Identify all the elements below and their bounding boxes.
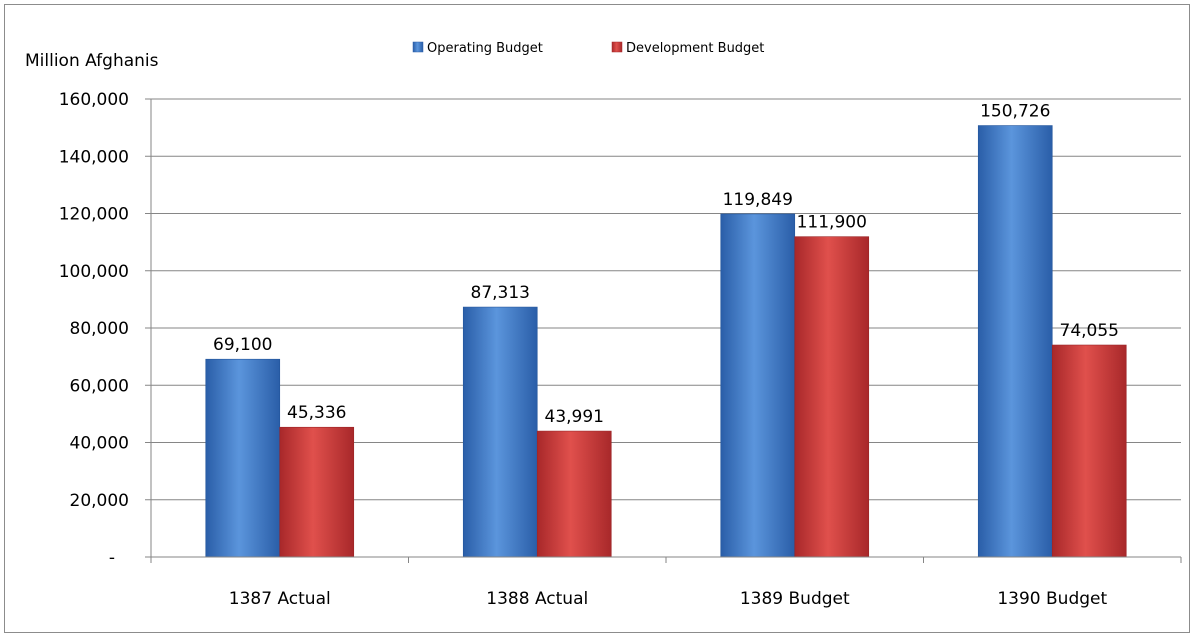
y-tick-label-0: -: [109, 548, 115, 568]
legend-swatch-operating-budget: [412, 41, 424, 53]
bar-operating-budget-1388-actual: [462, 306, 538, 558]
data-label-operating-budget-1389-budget: 119,849: [723, 190, 793, 210]
labels: - 20,000 40,000 60,000 80,000 100,000 120,000 1…: [59, 90, 1119, 609]
x-tick-label-1389-budget: 1389 Budget: [740, 589, 850, 609]
y-tick-label-1: 20,000: [70, 491, 129, 511]
bar-development-budget-1388-actual: [536, 430, 612, 558]
data-label-development-budget-1390-budget: 74,055: [1060, 321, 1119, 341]
y-tick-label-3: 60,000: [70, 376, 129, 396]
y-tick-label-5: 100,000: [59, 262, 129, 282]
bar-development-budget-1387-actual: [279, 426, 355, 558]
legend-label-operating-budget: Operating Budget: [427, 41, 543, 56]
data-label-operating-budget-1390-budget: 150,726: [980, 102, 1050, 122]
data-label-development-budget-1389-budget: 111,900: [797, 213, 867, 233]
y-tick-label-8: 160,000: [59, 90, 129, 110]
bar-operating-budget-1390-budget: [977, 125, 1053, 558]
bar-operating-budget-1387-actual: [205, 358, 281, 558]
data-label-development-budget-1388-actual: 43,991: [545, 407, 604, 427]
legend-swatch-development-budget: [611, 41, 623, 53]
y-axis-title: Million Afghanis: [25, 51, 159, 71]
bars: [205, 125, 1127, 558]
bar-development-budget-1389-budget: [794, 236, 870, 558]
bar-operating-budget-1389-budget: [720, 213, 796, 558]
data-label-operating-budget-1388-actual: 87,313: [471, 283, 530, 303]
legend: Operating Budget Development Budget: [412, 41, 764, 56]
x-tick-label-1387-actual: 1387 Actual: [229, 589, 331, 609]
y-tick-label-7: 140,000: [59, 147, 129, 167]
y-tick-label-2: 40,000: [70, 434, 129, 454]
axes: [145, 98, 1182, 563]
bar-chart: - 20,000 40,000 60,000 80,000 100,000 120,000 1…: [25, 41, 1182, 609]
bar-development-budget-1390-budget: [1051, 344, 1127, 558]
y-tick-label-6: 120,000: [59, 205, 129, 225]
data-label-development-budget-1387-actual: 45,336: [287, 403, 346, 423]
chart-frame: - 20,000 40,000 60,000 80,000 100,000 120,000 1…: [4, 4, 1190, 633]
x-tick-label-1388-actual: 1388 Actual: [486, 589, 588, 609]
data-label-operating-budget-1387-actual: 69,100: [213, 335, 272, 355]
x-tick-label-1390-budget: 1390 Budget: [997, 589, 1107, 609]
legend-label-development-budget: Development Budget: [626, 41, 764, 56]
y-tick-label-4: 80,000: [70, 319, 129, 339]
